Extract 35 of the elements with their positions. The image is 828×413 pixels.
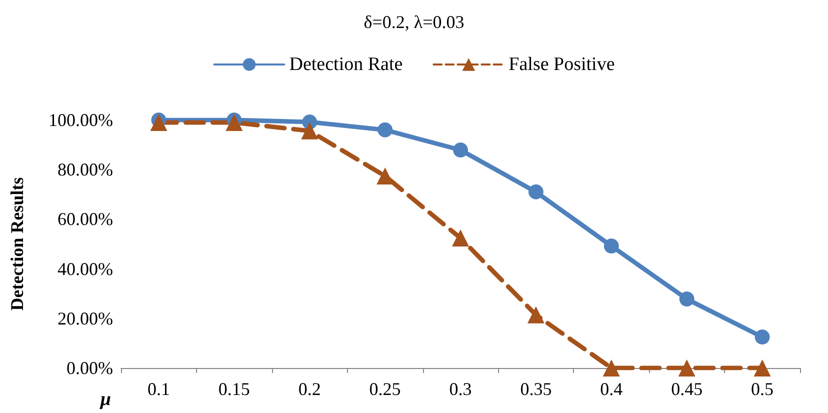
x-tick-label: 0.5	[751, 379, 774, 399]
point	[602, 360, 620, 376]
point	[452, 230, 469, 247]
y-tick-label: 40.00%	[58, 258, 113, 279]
point	[754, 360, 771, 376]
x-tick-label: 0.2	[298, 379, 321, 399]
y-tick-label: 20.00%	[58, 308, 113, 328]
x-tick-label: 0.1	[147, 379, 170, 399]
x-axis-title: μ	[99, 389, 111, 410]
point	[679, 292, 694, 307]
point	[378, 122, 393, 138]
y-tick-label: 60.00%	[58, 209, 113, 230]
point	[453, 142, 468, 158]
chart-title: δ=0.2, λ=0.03	[364, 12, 464, 32]
point	[150, 114, 168, 131]
x-tick-label: 0.15	[218, 379, 250, 399]
y-tick-label: 80.00%	[58, 160, 113, 180]
x-tick-label: 0.45	[671, 379, 703, 399]
x-tick-label: 0.3	[449, 379, 472, 399]
point	[301, 122, 318, 140]
point	[527, 306, 544, 324]
point	[678, 360, 696, 376]
x-tick-label: 0.25	[369, 379, 401, 399]
point	[754, 330, 770, 344]
x-tick-label: 0.4	[600, 379, 623, 399]
point	[604, 238, 619, 254]
y-tick-label: 0.00%	[66, 358, 113, 378]
point	[226, 114, 243, 131]
point	[528, 184, 544, 200]
legend-label: Detection Rate	[289, 54, 403, 75]
x-tick-label: 0.35	[520, 379, 552, 399]
y-tick-label: 100.00%	[48, 110, 113, 130]
point	[376, 168, 394, 185]
legend-label: False Positive	[508, 54, 615, 75]
y-axis-title: Detection Results	[7, 177, 27, 311]
